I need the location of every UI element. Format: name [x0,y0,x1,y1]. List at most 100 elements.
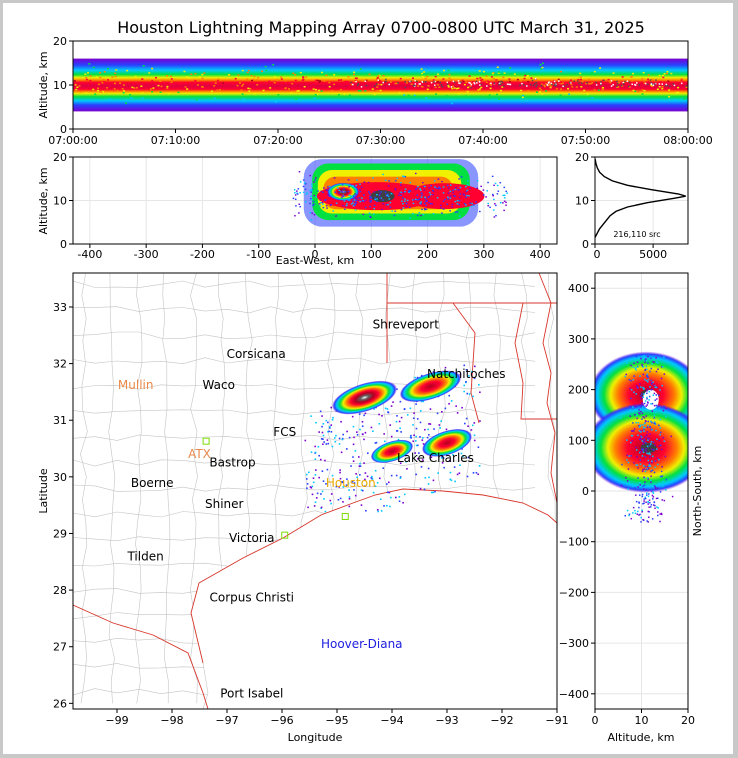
ns-source [633,391,635,393]
ew-source [449,195,452,197]
histogram-ytick-label: 20 [575,151,589,164]
time-altitude-core-source [540,84,543,87]
ns-source [655,357,657,359]
time-altitude-source [569,79,572,81]
map-source [341,438,344,441]
time-altitude-core-source [508,83,510,86]
time-altitude-source [631,80,634,82]
ns-source [644,369,646,372]
ns-cell-peak [642,389,659,410]
ew-source [312,204,314,207]
map-source [402,501,404,504]
time-altitude-source [174,79,177,81]
ew-source [319,205,321,207]
ns-source [656,487,659,489]
time-altitude-source [677,91,680,94]
ns-source [654,466,656,469]
time-altitude-source [126,69,129,72]
time-altitude-source [141,97,144,99]
ns-source [649,433,651,436]
time-altitude-source [541,66,544,69]
ew-source [412,212,414,215]
map-source [463,384,466,387]
map-source [472,472,475,474]
time-altitude-source [661,87,664,90]
ew-source [399,184,402,186]
ew-source [433,180,436,182]
map-source [405,460,407,463]
map-source [374,485,377,488]
ns-source [646,434,648,436]
ew-source [345,204,348,207]
time-altitude-source [548,83,551,86]
ns-source [650,388,652,391]
map-source [348,489,350,491]
time-altitude-source [457,93,460,95]
ns-source [654,423,657,426]
ns-source [640,386,642,388]
ew-source [322,203,324,205]
map-source [432,491,435,494]
time-altitude-source [559,94,562,96]
time-altitude-core-source [478,81,481,83]
ew-source [491,193,494,196]
ew-source [386,195,389,197]
time-altitude-source [617,86,620,88]
time-altitude-source [542,82,545,84]
time-altitude-source [214,82,217,84]
ns-source [626,509,629,512]
ew-source [327,193,329,196]
ew-source [437,178,440,180]
time-altitude-source [158,83,161,85]
ew-source [432,193,434,196]
map-source [321,431,324,434]
map-source [304,439,307,442]
ew-source [372,213,375,215]
ns-source [664,489,667,491]
ew-source [494,182,497,185]
time-altitude-source [632,72,635,75]
ew-source [403,200,406,202]
station-marker [281,531,289,539]
time-altitude-source [119,82,122,84]
city-label: Boerne [131,476,174,490]
time-altitude-source [425,97,428,99]
time-altitude-source [236,76,239,78]
ew-source [304,201,307,203]
ew-source [315,196,317,198]
time-altitude-source [403,94,406,96]
map-source [371,475,373,478]
time-altitude-source [353,85,356,88]
county-line [73,408,536,416]
ew-source [402,197,404,199]
map-source [414,452,417,454]
time-altitude-source [280,76,283,78]
time-altitude-source [376,89,379,92]
map-source [417,457,419,460]
ns-source [653,417,656,419]
time-altitude-source [166,87,169,90]
ew-source [309,202,311,205]
ns-source [651,388,653,391]
ew-source [424,196,426,198]
ew-source [503,186,506,189]
map-source [418,452,420,454]
map-source [373,408,375,410]
time-altitude-core-source [569,81,572,84]
ew-source [388,180,390,182]
storm-cell [421,428,473,457]
map-source [456,473,459,476]
map-source [318,476,320,479]
map-source [356,433,359,436]
ew-source [355,202,358,204]
time-altitude-core-source [500,80,502,83]
time-altitude-source [481,78,484,81]
time-altitude-source [431,82,434,84]
time-altitude-source [151,91,154,93]
ns-source [641,418,643,420]
ew-source [420,214,422,217]
time-altitude-source [539,64,542,66]
time-altitude-source [469,85,472,88]
map-source [415,403,417,405]
